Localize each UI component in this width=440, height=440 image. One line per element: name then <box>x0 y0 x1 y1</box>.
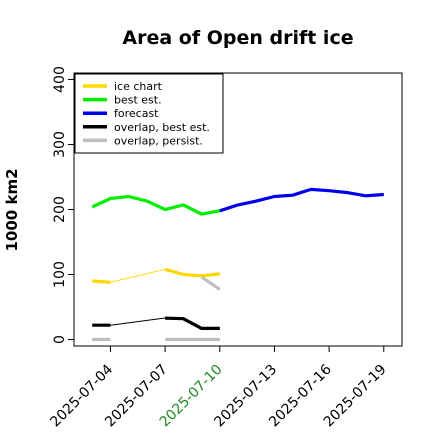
y-axis-label: 1000 km2 <box>3 168 21 251</box>
series-line <box>219 187 384 213</box>
series-segment <box>92 279 111 284</box>
legend-entry: best est. <box>114 94 162 107</box>
series-segment <box>91 194 221 216</box>
series-connector <box>110 317 166 326</box>
legend-entry: overlap, best est. <box>114 121 210 134</box>
legend-entry: ice chart <box>114 80 163 93</box>
series-segment <box>200 275 221 291</box>
chart-title: Area of Open drift ice <box>122 27 353 49</box>
series-line <box>92 316 220 330</box>
series-line <box>91 194 221 216</box>
legend-entry: overlap, persist. <box>114 134 203 147</box>
y-tick-label: 400 <box>52 66 68 93</box>
series-segment <box>164 267 220 278</box>
series-segment <box>219 187 384 213</box>
series-line <box>92 267 220 284</box>
series-connector <box>110 268 166 283</box>
y-tick-label: 100 <box>52 261 68 288</box>
series-line <box>92 275 221 342</box>
legend-entry: forecast <box>114 107 159 120</box>
y-tick-label: 200 <box>52 196 68 223</box>
y-tick-label: 300 <box>52 131 68 158</box>
series-segment <box>165 316 220 330</box>
y-tick-label: 0 <box>52 335 68 344</box>
